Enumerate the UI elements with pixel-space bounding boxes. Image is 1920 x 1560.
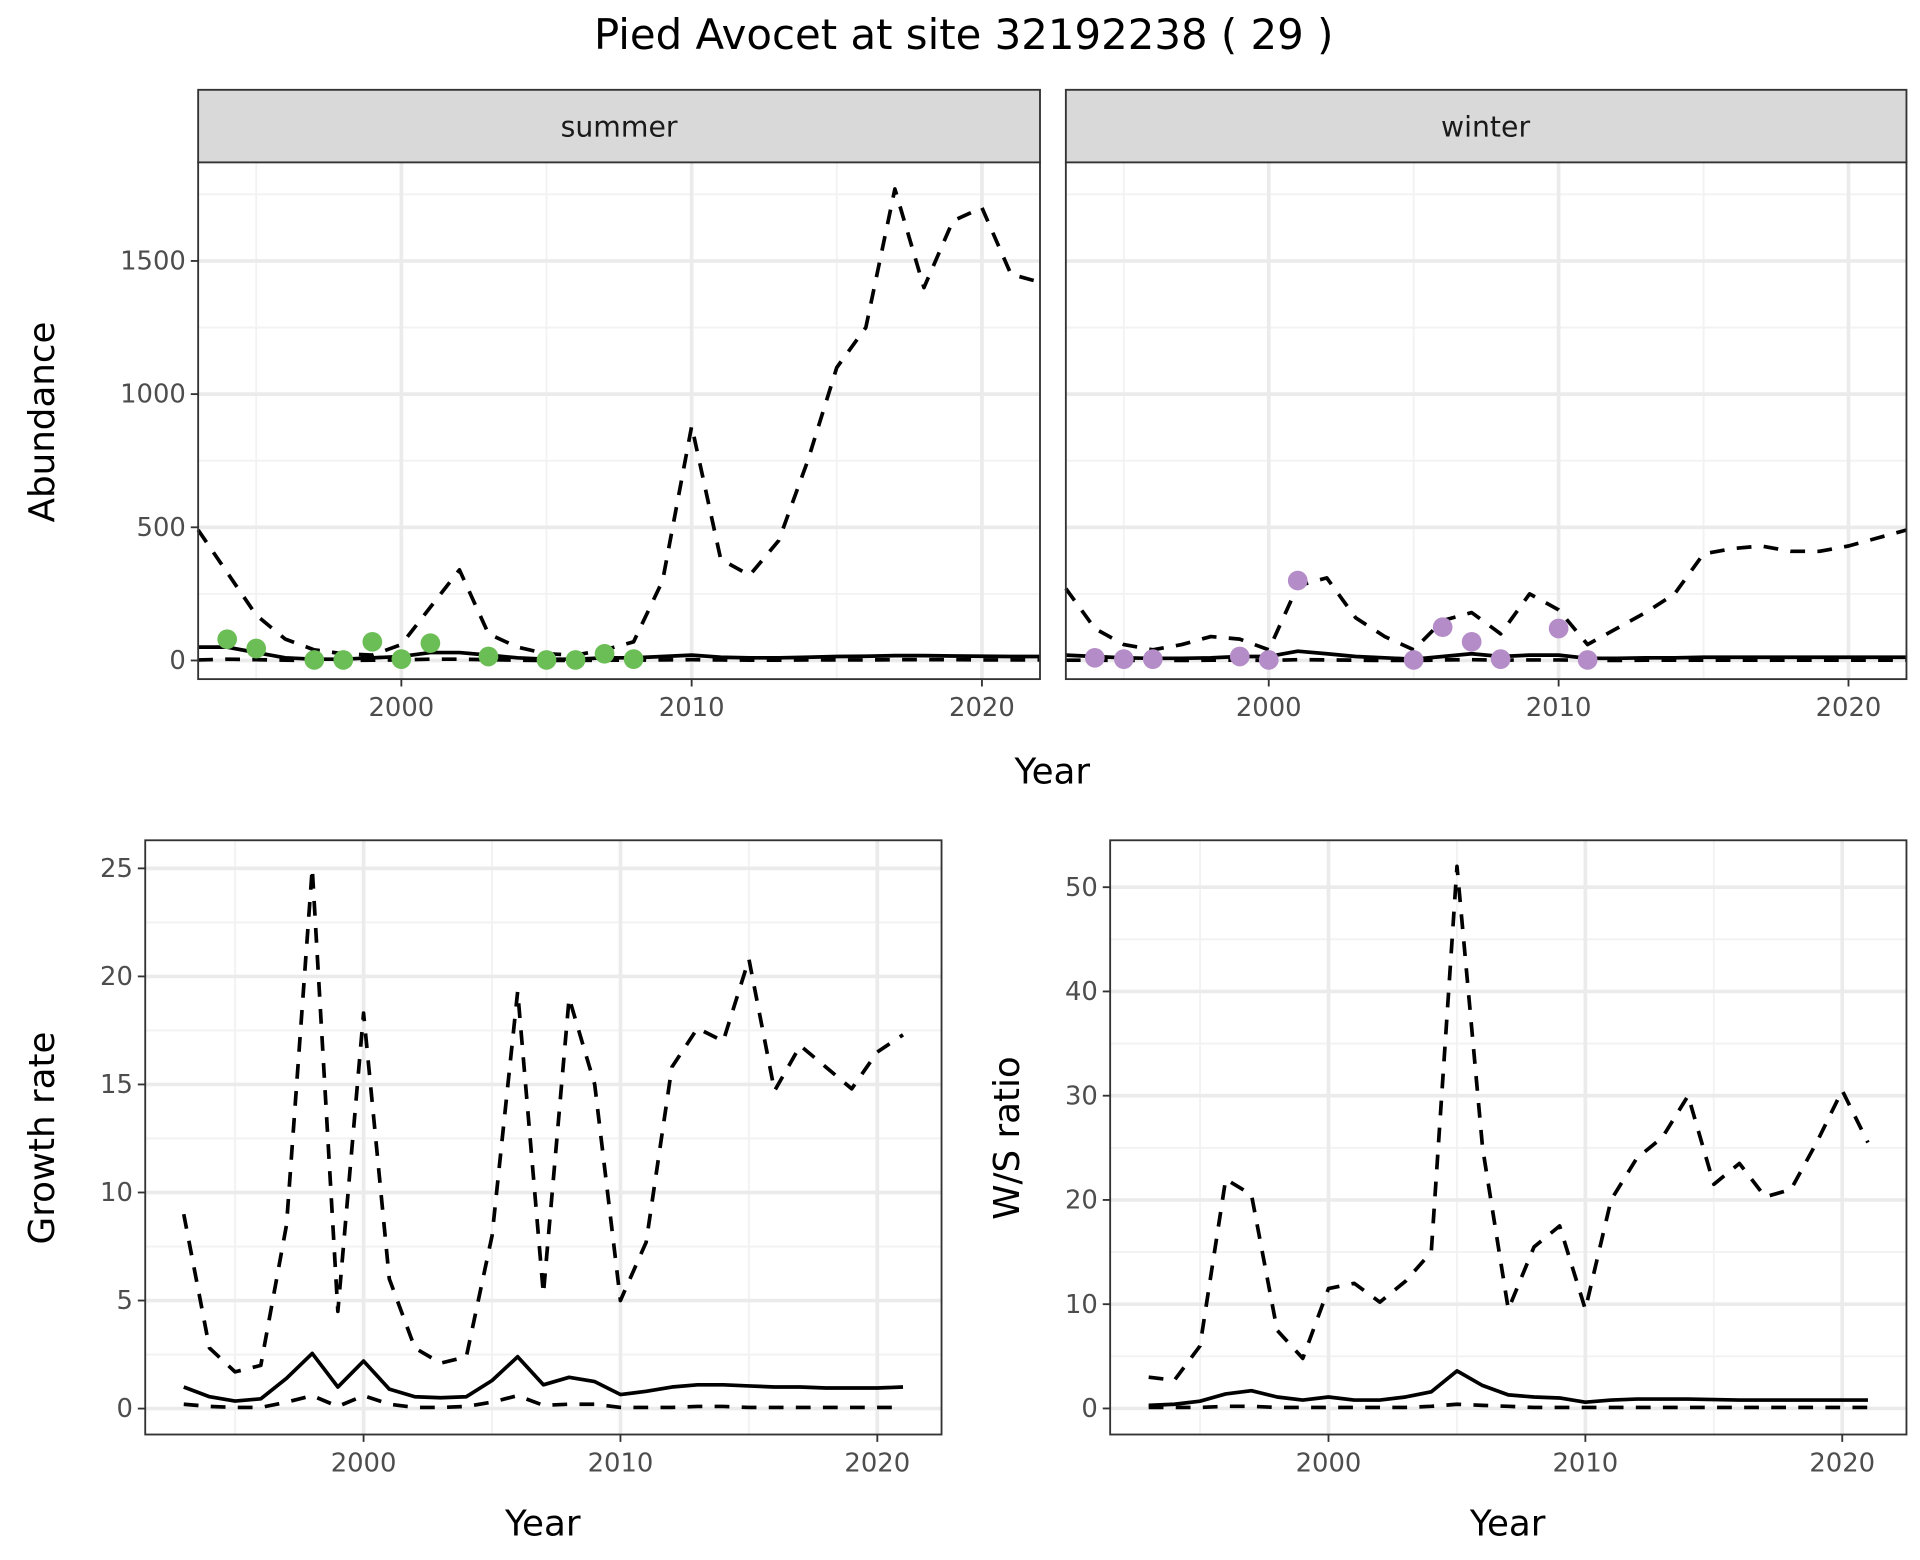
y-tick-label: 1000 — [120, 380, 186, 410]
y-tick-label: 25 — [100, 854, 133, 884]
x-tick-label: 2010 — [1526, 693, 1592, 723]
strip-label: winter — [1441, 111, 1530, 144]
y-tick-label: 20 — [1065, 1186, 1098, 1216]
data-point — [1258, 650, 1279, 670]
data-point — [1084, 647, 1105, 668]
x-tick-label: 2000 — [368, 693, 434, 723]
data-point — [623, 649, 644, 669]
panel-border — [197, 161, 1041, 681]
panel-border — [1064, 161, 1908, 681]
chart-title: Pied Avocet at site 32192238 ( 29 ) — [594, 10, 1333, 59]
y-tick-label: 0 — [1081, 1394, 1097, 1424]
x-axis-title-top: Year — [1014, 752, 1091, 793]
data-point — [246, 638, 267, 659]
strip-summer: summer — [197, 88, 1041, 164]
data-point — [565, 650, 586, 670]
y-tick-label: 10 — [1065, 1290, 1098, 1320]
data-point — [478, 646, 499, 667]
x-tick-label: 2010 — [659, 693, 725, 723]
y-tick-label: 30 — [1065, 1081, 1098, 1111]
data-point — [536, 650, 557, 670]
data-point — [1287, 570, 1308, 591]
y-tick-label: 5 — [116, 1286, 132, 1316]
series-line-0-dashed — [181, 866, 905, 1374]
data-point — [362, 631, 383, 652]
x-axis-title-growth: Year — [504, 1503, 581, 1544]
data-point — [1577, 650, 1598, 670]
y-axis-title-growth: Growth rate — [22, 1032, 63, 1245]
data-point — [1490, 649, 1511, 669]
series-line-2-dashed — [1148, 1402, 1868, 1410]
y-axis-title-top: Abundance — [22, 322, 63, 523]
data-point — [1403, 650, 1424, 670]
data-point — [304, 650, 325, 670]
x-tick-label: 2020 — [1809, 1448, 1875, 1478]
x-tick-label: 2020 — [1816, 693, 1882, 723]
data-point — [1229, 646, 1250, 667]
data-point — [1142, 649, 1163, 669]
data-point — [217, 629, 238, 650]
y-tick-label: 50 — [1065, 873, 1098, 903]
y-axis-title-ws: W/S ratio — [987, 1056, 1028, 1219]
panel-background — [1110, 840, 1907, 1435]
data-point — [594, 643, 615, 664]
x-tick-label: 2010 — [1552, 1448, 1618, 1478]
y-tick-label: 40 — [1065, 977, 1098, 1007]
series-line-1-solid — [1065, 649, 1907, 662]
panel-1: 2000 2010 2020 — [1064, 161, 1908, 723]
panel-background — [1065, 162, 1907, 680]
x-tick-label: 2000 — [1296, 1448, 1362, 1478]
data-point — [1432, 617, 1453, 638]
series-line-1-solid — [1148, 1369, 1868, 1408]
y-tick-label: 20 — [100, 962, 133, 992]
panel-background — [145, 840, 942, 1435]
y-tick-label: 0 — [116, 1394, 132, 1424]
x-tick-label: 2020 — [949, 693, 1015, 723]
series-line-2-dashed — [183, 1393, 904, 1410]
y-tick-label: 1500 — [120, 247, 186, 277]
y-tick-label: 500 — [137, 513, 186, 543]
x-tick-label: 2000 — [331, 1448, 397, 1478]
data-point — [1461, 631, 1482, 652]
panel-border — [1109, 839, 1908, 1436]
data-point — [420, 633, 441, 654]
series-line-0-dashed — [1148, 864, 1870, 1383]
panel-background — [198, 162, 1041, 680]
series-line-2-dashed — [1065, 657, 1907, 663]
panel-0: 2000 2010 2020 0 500 1000 1500 — [120, 161, 1041, 723]
strip-label: summer — [561, 111, 678, 144]
y-tick-label: 0 — [169, 646, 185, 676]
panel-3: 2000 2010 2020 0 10 20 30 40 50 — [1065, 839, 1908, 1478]
x-axis-title-ws: Year — [1469, 1503, 1546, 1544]
series-line-0-dashed — [1064, 528, 1907, 652]
data-point — [1113, 649, 1134, 669]
data-point — [333, 650, 354, 670]
strip-winter: winter — [1064, 88, 1908, 164]
panel-2: 2000 2010 2020 0 5 10 15 20 25 — [100, 839, 943, 1478]
panel-border — [144, 839, 943, 1436]
series-line-1-solid — [183, 1351, 904, 1403]
x-tick-label: 2020 — [844, 1448, 910, 1478]
x-tick-label: 2000 — [1236, 693, 1302, 723]
y-tick-label: 10 — [100, 1178, 133, 1208]
x-tick-label: 2010 — [588, 1448, 654, 1478]
data-point — [1548, 618, 1569, 639]
y-tick-label: 15 — [100, 1070, 133, 1100]
data-point — [391, 649, 412, 669]
